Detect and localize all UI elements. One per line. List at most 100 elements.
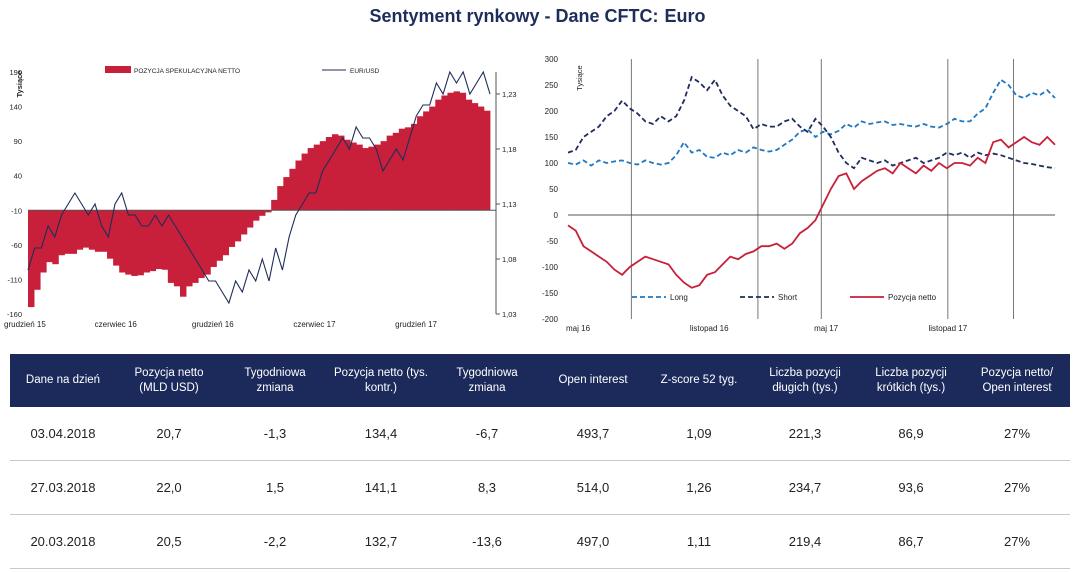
y-tick-label: -150 <box>542 289 559 298</box>
table-cell: 1,11 <box>646 514 752 569</box>
table-cell: -2,2 <box>222 514 328 569</box>
table-cell: 1,09 <box>646 407 752 461</box>
y-tick-label: 250 <box>545 81 559 90</box>
column-header: Tygodniowa zmiana <box>222 354 328 407</box>
table-cell: 27.03.2018 <box>10 460 116 515</box>
net-position-bar <box>259 210 266 216</box>
page-title-text: Sentyment rynkowy - Dane CFTC: <box>369 6 659 26</box>
net-position-bar <box>222 210 230 256</box>
table-cell: 20,5 <box>116 514 222 569</box>
net-position-bar <box>410 123 418 211</box>
legend-label-eurusd: EUR/USD <box>350 68 380 75</box>
table-cell: 20.03.2018 <box>10 514 116 569</box>
net-position-bar <box>350 142 357 211</box>
column-header: Z-score 52 tyg. <box>646 354 752 407</box>
net-position-bar <box>131 210 138 276</box>
net-position-bar <box>392 132 400 211</box>
y-axis-label: Tysiące <box>575 65 584 90</box>
x-tick-label: czerwiec 17 <box>293 320 336 329</box>
net-position-bar <box>58 210 65 256</box>
net-position-bar <box>277 186 284 211</box>
table-cell: 86,7 <box>858 514 964 569</box>
net-position-bar <box>34 210 41 290</box>
net-position-bar <box>429 106 436 211</box>
net-position-bar <box>143 210 150 273</box>
net-position-bar <box>441 95 448 211</box>
net-position-bar <box>374 144 381 211</box>
short-line <box>567 75 1056 170</box>
net-position-bar <box>52 210 59 265</box>
cftc-data-table: Dane na dzień Pozycja netto (MLD USD) Ty… <box>10 354 1070 569</box>
net-position-bar <box>362 148 369 211</box>
net-position-bar <box>113 210 120 266</box>
column-header: Pozycja netto (MLD USD) <box>116 354 222 407</box>
table-cell: 03.04.2018 <box>10 407 116 461</box>
cftc-net-position-chart: 190 140 90 40 -10 -60 -110 -160 1,23 1,18 1,13 1,08… <box>4 66 517 329</box>
net-position-bar <box>483 110 491 211</box>
table-cell: 493,7 <box>540 407 646 461</box>
net-position-bar <box>325 136 333 211</box>
net-position-bar <box>459 92 467 211</box>
net-position-bar <box>265 210 272 213</box>
y-tick-label: 100 <box>545 159 559 168</box>
eurusd-line <box>27 70 491 305</box>
y-axis-label: Tysiące <box>15 71 24 98</box>
net-position-bar <box>301 153 309 211</box>
x-tick-label: grudzień 17 <box>395 320 437 329</box>
x-tick-label: listopad 16 <box>690 324 729 333</box>
net-position-bar <box>161 210 169 270</box>
table-row: 03.04.2018 20,7 -1,3 134,4 -6,7 493,7 1,… <box>10 407 1070 461</box>
table-cell: 27% <box>964 514 1070 569</box>
x-tick-label: grudzień 16 <box>192 320 234 329</box>
cftc-long-short-chart: 300 250 200 150 100 50 0 -50 -100 -150 -200 Tysiące… <box>542 55 1056 333</box>
x-tick-label: grudzień 15 <box>4 320 46 329</box>
table-row: 20.03.2018 20,5 -2,2 132,7 -13,6 497,0 1… <box>10 514 1070 569</box>
net-position-bar <box>149 210 157 272</box>
net-position-bar <box>283 177 290 211</box>
net-position-bar <box>435 99 442 211</box>
net-position-bar <box>119 210 126 273</box>
net-position-bar <box>331 134 339 211</box>
y-tick-label: -60 <box>11 241 22 250</box>
net-position-bar <box>344 139 351 211</box>
table-cell: 132,7 <box>328 514 434 569</box>
column-header: Dane na dzień <box>10 354 116 407</box>
y-tick-label: -110 <box>8 275 22 284</box>
net-position-bar <box>137 210 144 276</box>
net-position-line <box>567 135 1056 289</box>
table-cell: 134,4 <box>328 407 434 461</box>
net-position-bar <box>465 99 473 211</box>
legend-swatch-net <box>105 66 131 73</box>
table-cell: 221,3 <box>752 407 858 461</box>
x-tick-label: czerwiec 16 <box>95 320 138 329</box>
net-position-bar <box>64 210 71 254</box>
legend-label: Short <box>778 293 798 302</box>
table-cell: -13,6 <box>434 514 540 569</box>
x-tick-label: listopad 17 <box>929 324 968 333</box>
net-position-bar <box>179 210 187 297</box>
net-position-bar <box>70 210 78 254</box>
table-cell: 1,5 <box>222 460 328 515</box>
net-position-bar <box>338 135 345 211</box>
net-position-bar <box>204 210 211 275</box>
table-cell: 20,7 <box>116 407 222 461</box>
net-position-bar <box>107 210 114 259</box>
net-position-bar <box>155 210 163 270</box>
net-position-bar <box>447 92 454 211</box>
net-position-bar <box>368 146 375 211</box>
net-position-bar <box>356 144 363 211</box>
column-header: Liczba pozycji krótkich (tys.) <box>858 354 964 407</box>
y-tick-label: -160 <box>7 310 22 319</box>
net-position-bar <box>471 103 479 211</box>
table-cell: 27% <box>964 460 1070 515</box>
table-cell: 93,6 <box>858 460 964 515</box>
net-position-bar <box>313 144 321 211</box>
net-position-bar <box>453 91 461 211</box>
net-position-bar <box>192 210 199 283</box>
net-position-bar <box>252 210 260 221</box>
net-position-bar <box>216 210 223 261</box>
y2-tick-label: 1,23 <box>502 90 517 99</box>
legend-label-net: POZYCJA SPEKULACYJNA NETTO <box>134 68 240 75</box>
net-position-bar <box>380 141 388 211</box>
long-line <box>567 78 1056 167</box>
